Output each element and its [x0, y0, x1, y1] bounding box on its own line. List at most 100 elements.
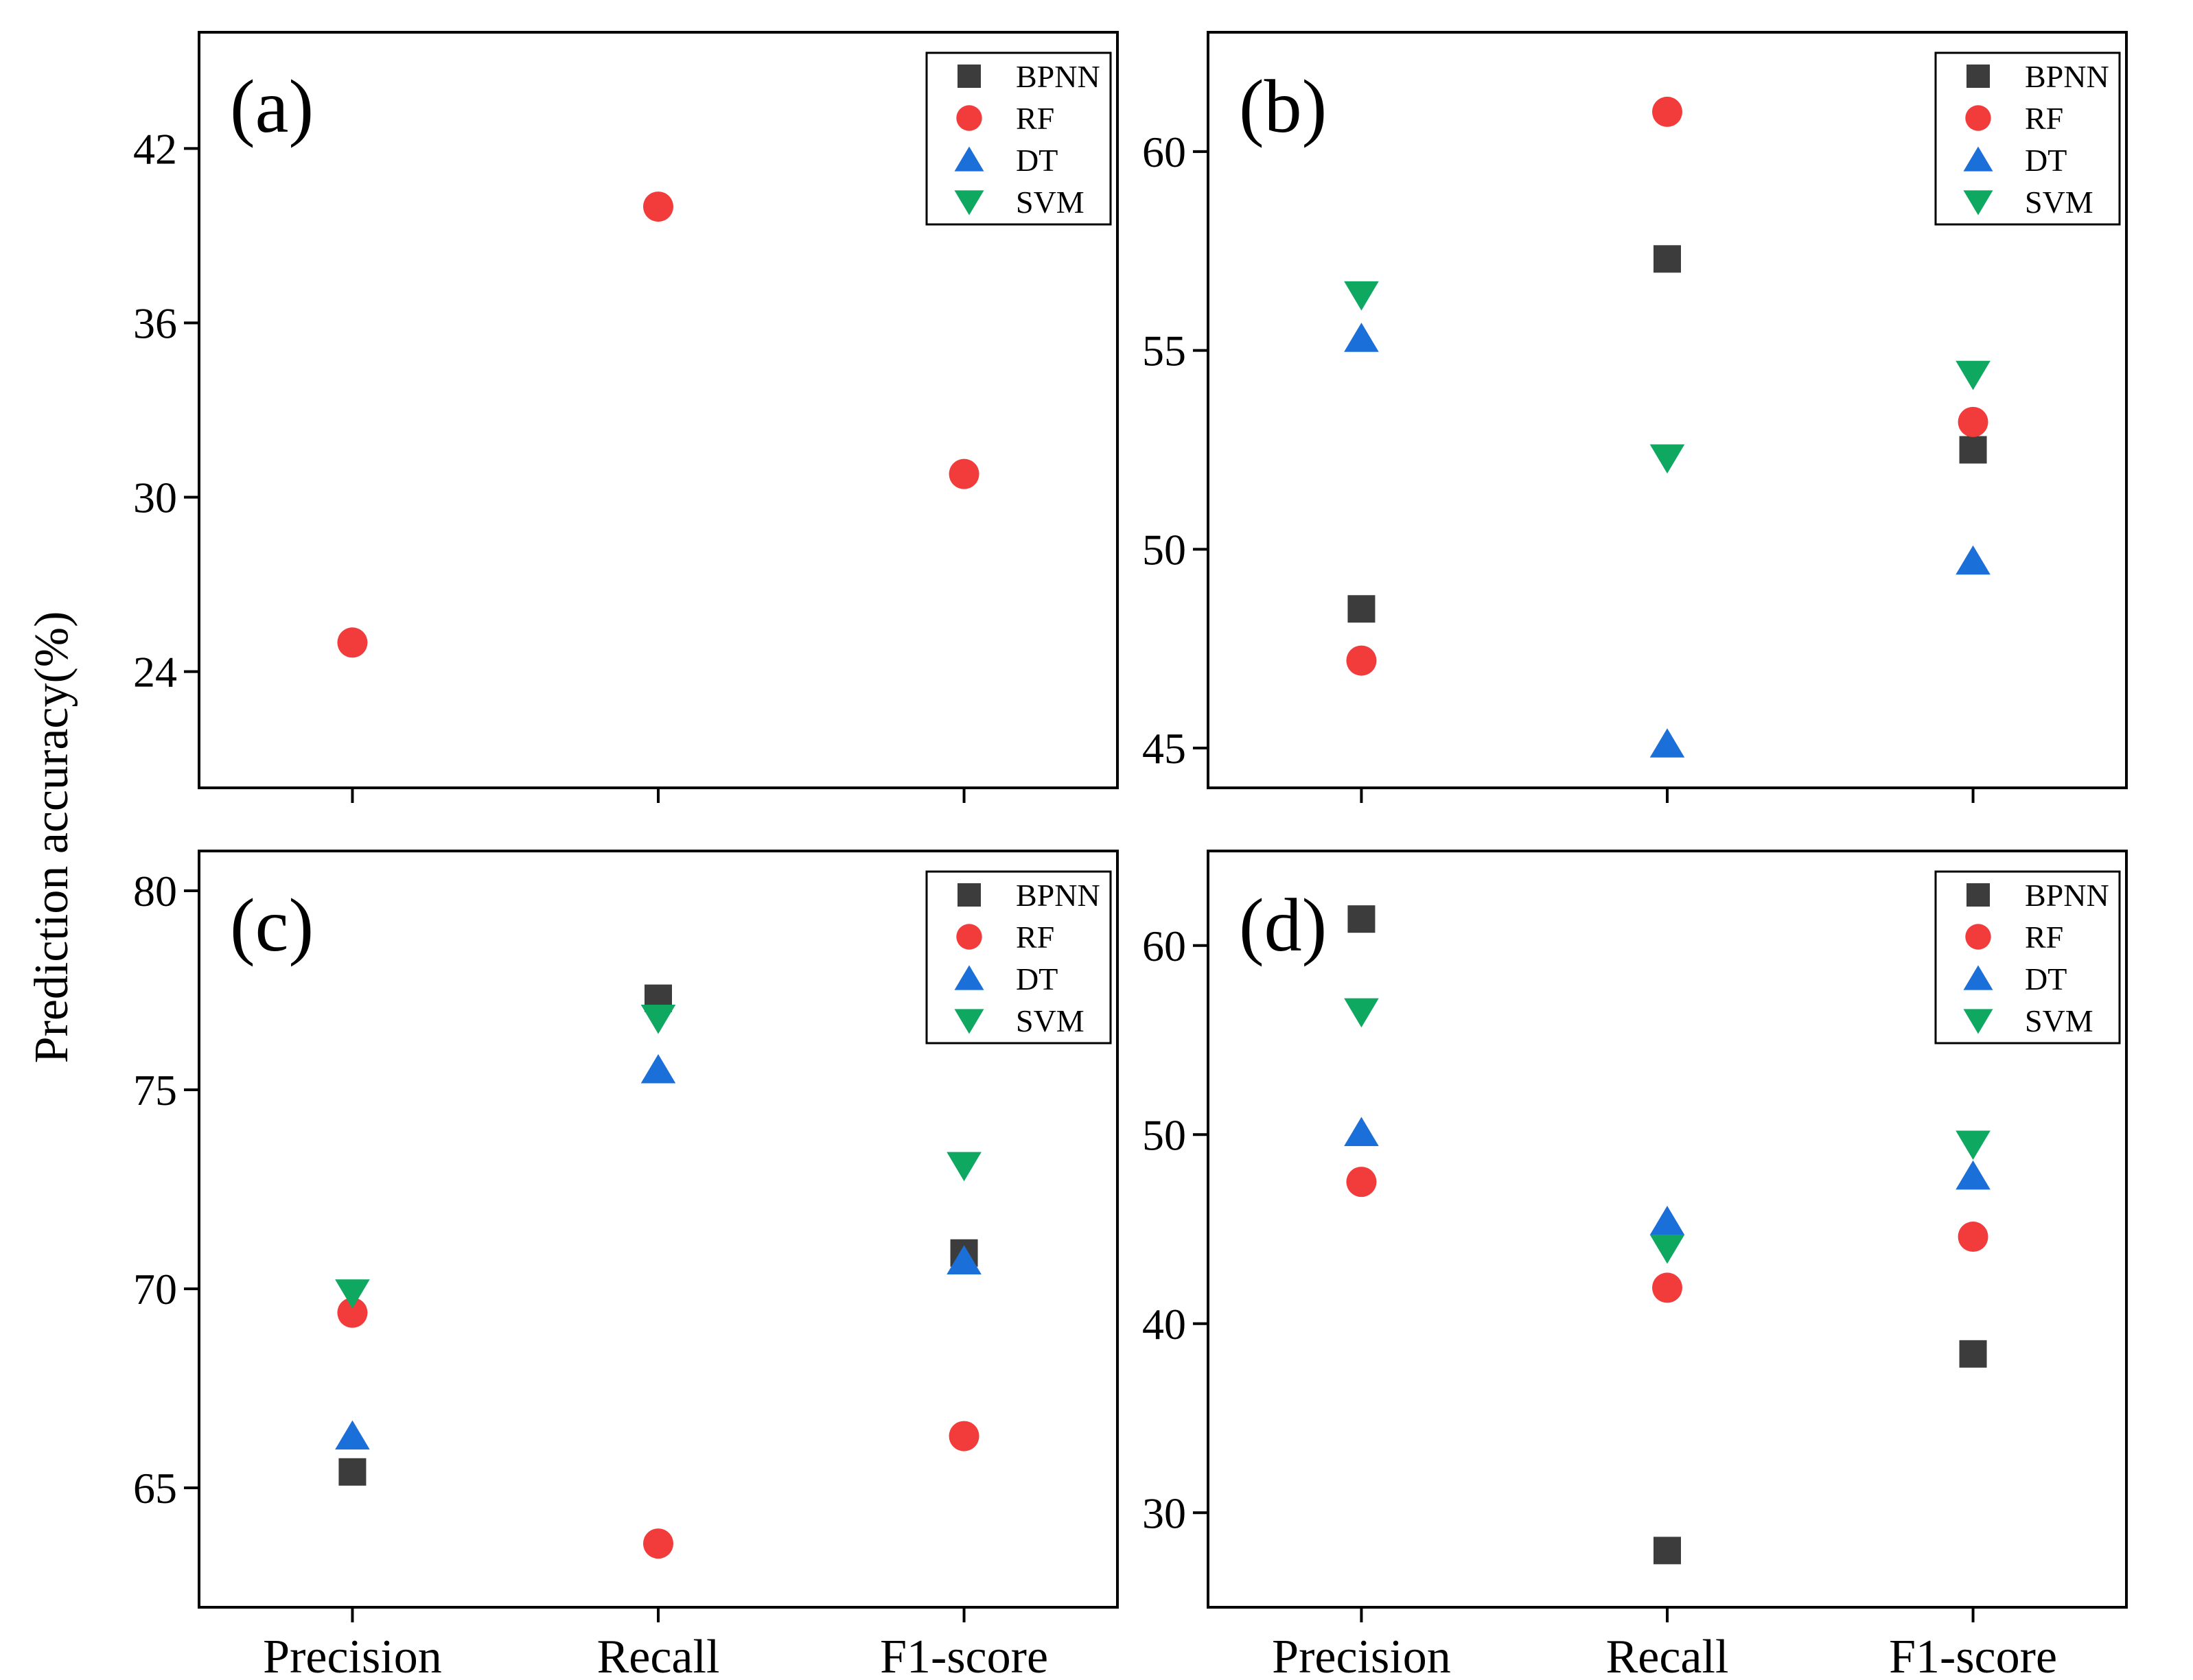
legend-marker-bpnn — [1966, 65, 1990, 88]
y-tick-label: 60 — [1142, 922, 1186, 970]
data-point-bpnn — [338, 1458, 367, 1486]
x-category-label: Precision — [263, 1631, 442, 1680]
panel-4: 30 40 50 60 Precision Recall F1-score (d) BPNN RF… — [1142, 850, 2128, 1680]
legend-marker-dt — [1963, 146, 1993, 172]
legend-marker-dt — [954, 965, 984, 990]
legend-marker-rf — [956, 924, 982, 950]
legend-label: BPNN — [2025, 59, 2109, 94]
x-category-label: Recall — [597, 1631, 720, 1680]
data-point-rf — [643, 1528, 673, 1559]
data-point-svm — [1344, 281, 1379, 311]
legend-box — [1934, 870, 2121, 1045]
data-point-rf — [1652, 1272, 1682, 1303]
x-category-label: F1-score — [1889, 1631, 2057, 1680]
data-point-rf — [337, 1297, 368, 1328]
panel-label: (d) — [1239, 883, 1327, 967]
y-tick-label: 42 — [133, 124, 177, 173]
legend-label: DT — [2025, 961, 2067, 996]
legend-label: SVM — [2025, 185, 2093, 220]
legend: BPNN RF DT SVM — [1934, 870, 2121, 1045]
y-tick-label: 75 — [133, 1066, 177, 1115]
panel-label: (b) — [1239, 65, 1327, 148]
y-tick-label: 65 — [133, 1464, 177, 1513]
legend-box — [925, 51, 1112, 226]
legend-label: BPNN — [2025, 878, 2109, 913]
panel-3: 65 70 75 80 Precision Recall F1-score (c) BPNN RF… — [133, 850, 1119, 1680]
legend-label: RF — [2025, 101, 2063, 136]
data-point-bpnn — [1347, 905, 1376, 933]
y-tick-label: 55 — [1142, 327, 1186, 375]
data-point-dt — [1344, 323, 1379, 352]
legend: BPNN RF DT SVM — [925, 51, 1112, 226]
panel-label: (c) — [230, 883, 314, 967]
panels: 24 30 36 42 (a) BPNN RF DT SVM 45 50 55 60 (b) BPNN RF D… — [133, 31, 2128, 1680]
data-point-rf — [1652, 96, 1682, 127]
x-category-label: Precision — [1272, 1631, 1451, 1680]
legend-label: SVM — [1016, 1003, 1084, 1038]
legend-marker-dt — [954, 146, 984, 172]
legend: BPNN RF DT SVM — [1934, 51, 2121, 226]
y-tick-label: 50 — [1142, 1110, 1186, 1159]
y-tick-label: 40 — [1142, 1300, 1186, 1349]
legend-label: DT — [1016, 961, 1058, 996]
y-tick-label: 50 — [1142, 525, 1186, 574]
data-point-rf — [1958, 406, 1988, 437]
legend-label: BPNN — [1016, 59, 1100, 94]
data-point-svm — [1956, 360, 1991, 390]
x-category-label: F1-score — [880, 1631, 1048, 1680]
legend-marker-dt — [1963, 965, 1993, 990]
data-point-svm — [1649, 444, 1685, 474]
data-point-bpnn — [1959, 1340, 1987, 1368]
y-tick-label: 80 — [133, 867, 177, 915]
data-point-svm — [640, 1005, 676, 1034]
y-tick-label: 70 — [133, 1265, 177, 1314]
legend-box — [1934, 51, 2121, 226]
legend-marker-rf — [956, 105, 982, 131]
data-point-rf — [1346, 645, 1377, 676]
legend-marker-svm — [954, 190, 984, 215]
legend-marker-bpnn — [1966, 883, 1990, 907]
legend-label: RF — [1016, 920, 1054, 955]
legend-marker-svm — [1963, 190, 1993, 215]
data-point-bpnn — [1959, 436, 1987, 464]
legend-label: RF — [2025, 920, 2063, 955]
legend: BPNN RF DT SVM — [925, 870, 1112, 1045]
data-point-rf — [337, 627, 368, 658]
data-point-dt — [1649, 1205, 1685, 1235]
data-point-rf — [1958, 1222, 1988, 1252]
data-point-svm — [1956, 1130, 1991, 1160]
data-point-rf — [949, 1421, 979, 1451]
y-tick-label: 24 — [133, 648, 177, 697]
legend-marker-rf — [1965, 105, 1991, 131]
y-tick-label: 30 — [1142, 1489, 1186, 1537]
legend-box — [925, 870, 1112, 1045]
data-point-dt — [640, 1054, 676, 1084]
legend-marker-rf — [1965, 924, 1991, 950]
data-point-bpnn — [1347, 595, 1376, 623]
data-point-dt — [947, 1245, 982, 1274]
y-tick-label: 36 — [133, 299, 177, 347]
data-point-bpnn — [1654, 1537, 1681, 1565]
data-point-dt — [1956, 1160, 1991, 1190]
legend-label: SVM — [1016, 185, 1084, 220]
legend-marker-svm — [1963, 1009, 1993, 1034]
x-category-label: Recall — [1606, 1631, 1729, 1680]
panel-1: 24 30 36 42 (a) BPNN RF DT SVM — [133, 31, 1119, 803]
data-point-rf — [1346, 1167, 1377, 1198]
data-point-dt — [1956, 545, 1991, 575]
y-axis-label: Prediction accuracy(%) — [25, 611, 78, 1064]
legend-label: BPNN — [1016, 878, 1100, 913]
legend-label: SVM — [2025, 1003, 2093, 1038]
legend-marker-svm — [954, 1009, 984, 1034]
panel-2: 45 50 55 60 (b) BPNN RF DT SVM — [1142, 31, 2128, 803]
data-point-rf — [949, 458, 979, 489]
data-point-svm — [947, 1152, 982, 1182]
y-tick-label: 30 — [133, 474, 177, 522]
data-point-dt — [1344, 1117, 1379, 1147]
legend-label: DT — [2025, 143, 2067, 178]
data-point-bpnn — [1654, 245, 1681, 273]
data-point-svm — [1344, 998, 1379, 1028]
legend-label: DT — [1016, 143, 1058, 178]
legend-label: RF — [1016, 101, 1054, 136]
